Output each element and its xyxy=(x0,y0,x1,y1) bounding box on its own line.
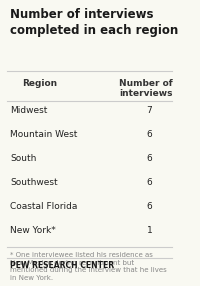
Text: New York*: New York* xyxy=(10,226,56,235)
Text: Coastal Florida: Coastal Florida xyxy=(10,202,78,210)
Text: 6: 6 xyxy=(147,154,152,163)
Text: Southwest: Southwest xyxy=(10,178,58,187)
Text: PEW RESEARCH CENTER: PEW RESEARCH CENTER xyxy=(10,261,114,270)
Text: 1: 1 xyxy=(147,226,152,235)
Text: Number of interviews
completed in each region: Number of interviews completed in each r… xyxy=(10,8,178,37)
Text: South: South xyxy=(10,154,37,163)
Text: * One interviewee listed his residence as
New Mexico during recruitment but
ment: * One interviewee listed his residence a… xyxy=(10,252,167,281)
Text: Number of
interviews: Number of interviews xyxy=(119,79,173,98)
Text: Mountain West: Mountain West xyxy=(10,130,78,139)
Text: 7: 7 xyxy=(147,106,152,115)
Text: Midwest: Midwest xyxy=(10,106,48,115)
Text: 6: 6 xyxy=(147,130,152,139)
Text: 6: 6 xyxy=(147,178,152,187)
Text: Region: Region xyxy=(23,79,58,88)
Text: 6: 6 xyxy=(147,202,152,210)
